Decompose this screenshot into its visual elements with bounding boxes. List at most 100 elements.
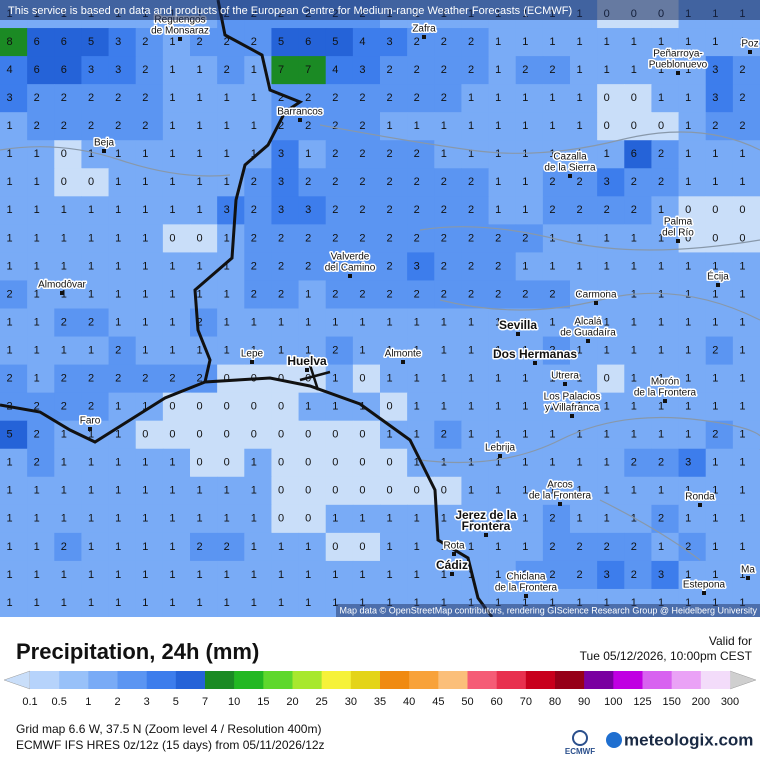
precip-cell — [678, 420, 707, 450]
precip-cell — [217, 56, 245, 85]
legend-band — [409, 671, 439, 689]
cell-value: 5 — [88, 36, 94, 48]
cell-value: 1 — [197, 485, 203, 497]
precip-cell — [678, 84, 707, 113]
place-dot — [524, 594, 528, 598]
cell-value: 1 — [522, 92, 528, 104]
precip-cell — [162, 112, 191, 141]
cell-value: 1 — [495, 513, 501, 525]
cell-value: 1 — [604, 429, 610, 441]
place-label: Arcos — [547, 480, 573, 491]
legend-tick-label: 45 — [432, 696, 444, 708]
precip-cell — [515, 56, 544, 85]
precip-cell — [54, 448, 82, 478]
precip-cell — [624, 168, 652, 197]
precip-cell — [190, 308, 218, 338]
cell-value: 3 — [604, 176, 610, 188]
cell-value: 1 — [197, 288, 203, 300]
precip-cell — [515, 448, 544, 478]
precip-cell — [244, 336, 272, 366]
precip-cell — [705, 532, 734, 562]
cell-value: 1 — [34, 176, 40, 188]
cell-value: 1 — [522, 457, 528, 469]
cell-value: 1 — [88, 148, 94, 160]
precip-cell — [407, 28, 435, 57]
cell-value: 1 — [169, 541, 175, 553]
precip-cell — [81, 28, 110, 57]
cell-value: 1 — [685, 597, 691, 609]
cell-value: 2 — [251, 288, 257, 300]
cell-value: 2 — [387, 92, 393, 104]
cell-value: 1 — [115, 569, 121, 581]
precip-cell — [0, 336, 28, 366]
precip-cell — [217, 84, 245, 113]
cell-value: 2 — [468, 176, 474, 188]
cell-value: 2 — [468, 204, 474, 216]
place-label: y Villafranca — [545, 403, 600, 414]
cell-value: 1 — [549, 148, 555, 160]
cell-value: 2 — [305, 176, 311, 188]
cell-value: 1 — [739, 485, 745, 497]
precip-cell — [54, 364, 82, 394]
precip-cell — [570, 476, 598, 506]
precip-cell — [190, 224, 218, 253]
cell-value: 2 — [631, 204, 637, 216]
precip-cell — [217, 392, 245, 422]
precip-cell — [542, 84, 571, 113]
precip-cell — [570, 252, 598, 281]
place-label: Beja — [94, 138, 114, 149]
cell-value: 0 — [197, 401, 203, 413]
place-label: Lebrija — [485, 443, 515, 454]
precip-cell — [81, 252, 110, 281]
cell-value: 1 — [142, 176, 148, 188]
legend-tick-label: 10 — [228, 696, 240, 708]
precip-cell — [732, 224, 760, 253]
cell-value: 0 — [251, 401, 257, 413]
precip-cell — [81, 56, 110, 85]
precip-cell — [597, 364, 625, 394]
precip-cell — [135, 280, 164, 309]
precip-cell — [81, 112, 110, 141]
precip-cell — [217, 560, 245, 590]
legend-tick-label: 300 — [721, 696, 739, 708]
cell-value: 3 — [305, 204, 311, 216]
legend-band — [234, 671, 264, 689]
grid-info: Grid map 6.6 W, 37.5 N (Zoom level 4 / R… — [16, 722, 321, 736]
cell-value: 1 — [332, 513, 338, 525]
precip-cell — [54, 252, 82, 281]
cell-value: 1 — [414, 373, 420, 385]
precip-cell — [162, 560, 191, 590]
precip-cell — [407, 560, 435, 590]
precip-cell — [135, 588, 164, 618]
legend-tick-label: 20 — [286, 696, 298, 708]
cell-value: 6 — [61, 36, 67, 48]
cell-value: 1 — [414, 513, 420, 525]
cell-value: 2 — [305, 232, 311, 244]
precip-cell — [434, 168, 462, 197]
place-label: Morón — [651, 377, 679, 388]
precip-cell — [298, 448, 327, 478]
precip-cell — [244, 308, 272, 338]
cell-value: 1 — [604, 64, 610, 76]
precip-cell — [190, 168, 218, 197]
precip-cell — [597, 532, 625, 562]
precip-cell — [570, 56, 598, 85]
cell-value: 1 — [224, 148, 230, 160]
place-dot — [586, 339, 590, 343]
precip-cell — [542, 252, 571, 281]
precip-cell — [515, 504, 544, 534]
cell-value: 1 — [142, 260, 148, 272]
cell-value: 2 — [468, 260, 474, 272]
place-label: Pueblonuevo — [649, 60, 708, 71]
precip-cell — [325, 196, 354, 225]
precip-cell — [597, 392, 625, 422]
cell-value: 1 — [142, 541, 148, 553]
cell-value: 1 — [251, 485, 257, 497]
precip-cell — [298, 336, 327, 366]
cell-value: 1 — [305, 597, 311, 609]
precip-cell — [651, 308, 680, 338]
place-label: de la Sierra — [544, 163, 596, 174]
precip-cell — [352, 196, 381, 225]
cell-value: 2 — [468, 232, 474, 244]
cell-value: 0 — [387, 485, 393, 497]
